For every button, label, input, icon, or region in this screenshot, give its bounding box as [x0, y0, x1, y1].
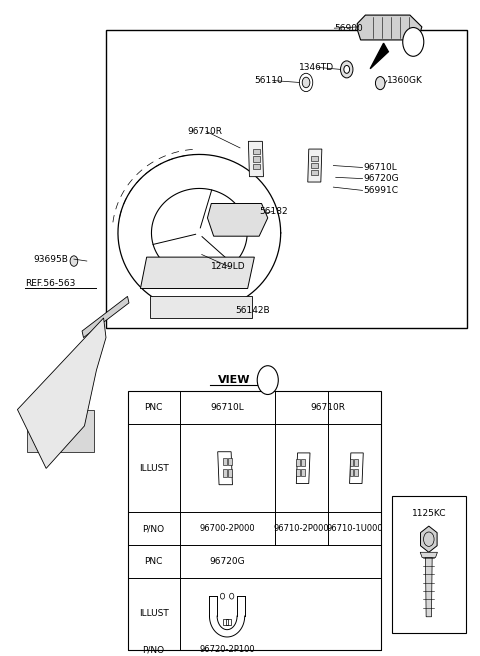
Polygon shape [420, 552, 437, 558]
Circle shape [226, 302, 230, 309]
Polygon shape [150, 297, 252, 318]
Circle shape [70, 256, 78, 266]
Circle shape [302, 77, 310, 88]
Polygon shape [141, 257, 254, 289]
Text: 93695B: 93695B [33, 255, 68, 264]
Bar [350, 459, 353, 466]
Text: 96710R: 96710R [187, 127, 222, 136]
Bar [392, 496, 466, 633]
Text: A: A [410, 37, 417, 47]
Text: 96710R: 96710R [311, 403, 346, 412]
Text: 1360GK: 1360GK [387, 76, 423, 85]
Polygon shape [17, 318, 106, 468]
Circle shape [344, 66, 349, 73]
Polygon shape [425, 558, 432, 617]
Polygon shape [248, 141, 264, 176]
Bar [354, 459, 358, 466]
Text: 96710-2P000: 96710-2P000 [274, 524, 329, 533]
Bar [252, 149, 260, 154]
Text: 96720-2P100: 96720-2P100 [199, 645, 255, 654]
Text: 56142B: 56142B [235, 306, 270, 315]
Text: 96710L: 96710L [363, 163, 397, 172]
Text: 96720G: 96720G [209, 557, 245, 566]
Bar [252, 156, 260, 161]
Bar [311, 163, 318, 168]
Text: 96700-2P000: 96700-2P000 [199, 524, 255, 533]
Text: ILLUST: ILLUST [139, 609, 168, 619]
Polygon shape [308, 149, 322, 182]
Bar [227, 619, 231, 625]
Bar [106, 30, 468, 328]
Text: PNC: PNC [144, 403, 163, 412]
Text: VIEW: VIEW [218, 375, 251, 385]
Polygon shape [207, 203, 268, 236]
Bar [311, 156, 318, 161]
Text: 96710L: 96710L [210, 403, 244, 412]
Bar [228, 469, 232, 477]
Text: P/NO: P/NO [143, 524, 165, 533]
Bar [350, 469, 353, 476]
Circle shape [403, 28, 424, 56]
Bar [311, 170, 318, 175]
Polygon shape [370, 43, 388, 69]
Text: 56900: 56900 [334, 24, 363, 33]
Bar [223, 469, 227, 477]
Circle shape [375, 77, 385, 90]
Text: 96710-1U000: 96710-1U000 [326, 524, 383, 533]
Text: 1125KC: 1125KC [411, 509, 446, 518]
Bar [228, 458, 232, 465]
Polygon shape [420, 526, 437, 552]
Circle shape [257, 365, 278, 394]
Bar [297, 469, 300, 476]
Bar [223, 619, 228, 625]
Bar [252, 164, 260, 169]
Text: P/NO: P/NO [143, 645, 165, 654]
Text: 56991C: 56991C [363, 186, 398, 195]
Polygon shape [82, 297, 129, 338]
Text: ILLUST: ILLUST [139, 464, 168, 473]
Bar [301, 459, 305, 466]
Bar [297, 459, 300, 466]
Text: 1249LD: 1249LD [211, 262, 246, 272]
Bar [354, 469, 358, 476]
Text: 96720G: 96720G [363, 174, 398, 183]
Circle shape [340, 61, 353, 78]
Bar [223, 458, 227, 465]
Text: A: A [264, 376, 271, 384]
Text: REF.56-563: REF.56-563 [24, 279, 75, 288]
Text: 1346TD: 1346TD [299, 63, 334, 72]
Text: 56110: 56110 [254, 76, 283, 85]
Text: 56182: 56182 [259, 207, 288, 216]
Bar [128, 391, 381, 649]
Polygon shape [27, 409, 94, 452]
Polygon shape [357, 15, 422, 40]
Bar [301, 469, 305, 476]
Text: PNC: PNC [144, 557, 163, 566]
